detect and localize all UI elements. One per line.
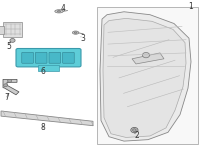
Circle shape: [10, 39, 15, 42]
Circle shape: [131, 127, 138, 133]
Text: 3: 3: [81, 34, 85, 44]
FancyBboxPatch shape: [35, 52, 47, 63]
Ellipse shape: [74, 32, 77, 33]
FancyBboxPatch shape: [22, 52, 33, 63]
Text: 6: 6: [41, 67, 45, 76]
Circle shape: [133, 129, 136, 131]
FancyBboxPatch shape: [3, 22, 22, 37]
FancyBboxPatch shape: [38, 65, 59, 71]
Polygon shape: [103, 18, 186, 137]
FancyBboxPatch shape: [63, 52, 74, 63]
Text: 4: 4: [61, 4, 65, 13]
Polygon shape: [1, 111, 93, 126]
Circle shape: [8, 79, 12, 82]
Text: 5: 5: [7, 42, 11, 51]
FancyBboxPatch shape: [16, 49, 81, 67]
FancyBboxPatch shape: [0, 26, 4, 34]
Circle shape: [142, 52, 150, 58]
Ellipse shape: [72, 31, 79, 34]
Ellipse shape: [57, 11, 61, 12]
Text: 8: 8: [41, 123, 45, 132]
Circle shape: [4, 84, 8, 87]
Polygon shape: [100, 12, 191, 141]
Polygon shape: [3, 79, 19, 95]
Polygon shape: [132, 53, 164, 64]
FancyBboxPatch shape: [49, 52, 61, 63]
FancyBboxPatch shape: [97, 7, 198, 144]
Text: 1: 1: [189, 2, 193, 11]
Text: 2: 2: [135, 131, 139, 141]
Text: 7: 7: [5, 92, 9, 102]
Ellipse shape: [55, 10, 63, 13]
